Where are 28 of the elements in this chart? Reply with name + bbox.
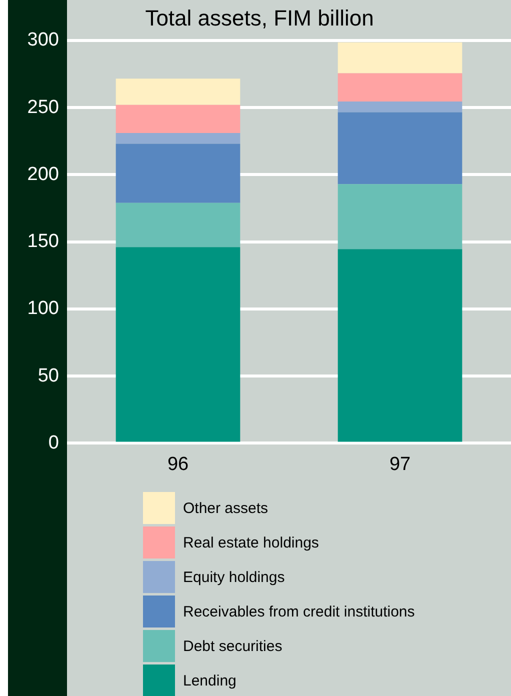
y-tick-label: 200 [27,164,59,185]
bar [338,184,462,250]
x-tick-label: 97 [389,454,411,475]
legend-label: Lending [183,672,236,690]
chart-title: Total assets, FIM billion [145,5,374,30]
bar [116,78,240,105]
legend-label: Equity holdings [183,569,285,586]
bar [116,133,240,144]
bar [338,101,462,112]
y-tick-label: 100 [27,298,59,320]
y-tick-label: 0 [48,432,59,454]
legend-label: Real estate holdings [183,534,319,552]
y-tick-label: 300 [27,30,59,51]
y-tick-label: 150 [27,231,59,252]
legend-label: Other assets [183,500,268,518]
bar [338,112,462,184]
bar [116,104,240,134]
legend-label: Debt securities [183,638,282,656]
x-tick-label: 96 [167,454,189,475]
bar [338,249,462,442]
bar [116,144,240,203]
bar [116,247,240,442]
bar [338,42,462,74]
legend-label: Receivables from credit institutions [183,604,415,621]
y-tick-label: 50 [38,365,59,386]
bar [116,202,240,248]
y-tick-label: 250 [27,96,59,118]
bar [338,73,462,102]
